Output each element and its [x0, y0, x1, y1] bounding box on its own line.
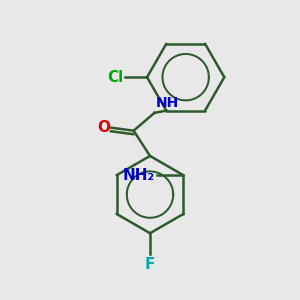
Text: F: F: [145, 257, 155, 272]
Text: NH: NH: [156, 96, 179, 110]
Text: Cl: Cl: [107, 70, 123, 85]
Text: O: O: [97, 120, 110, 135]
Text: NH₂: NH₂: [123, 168, 155, 183]
